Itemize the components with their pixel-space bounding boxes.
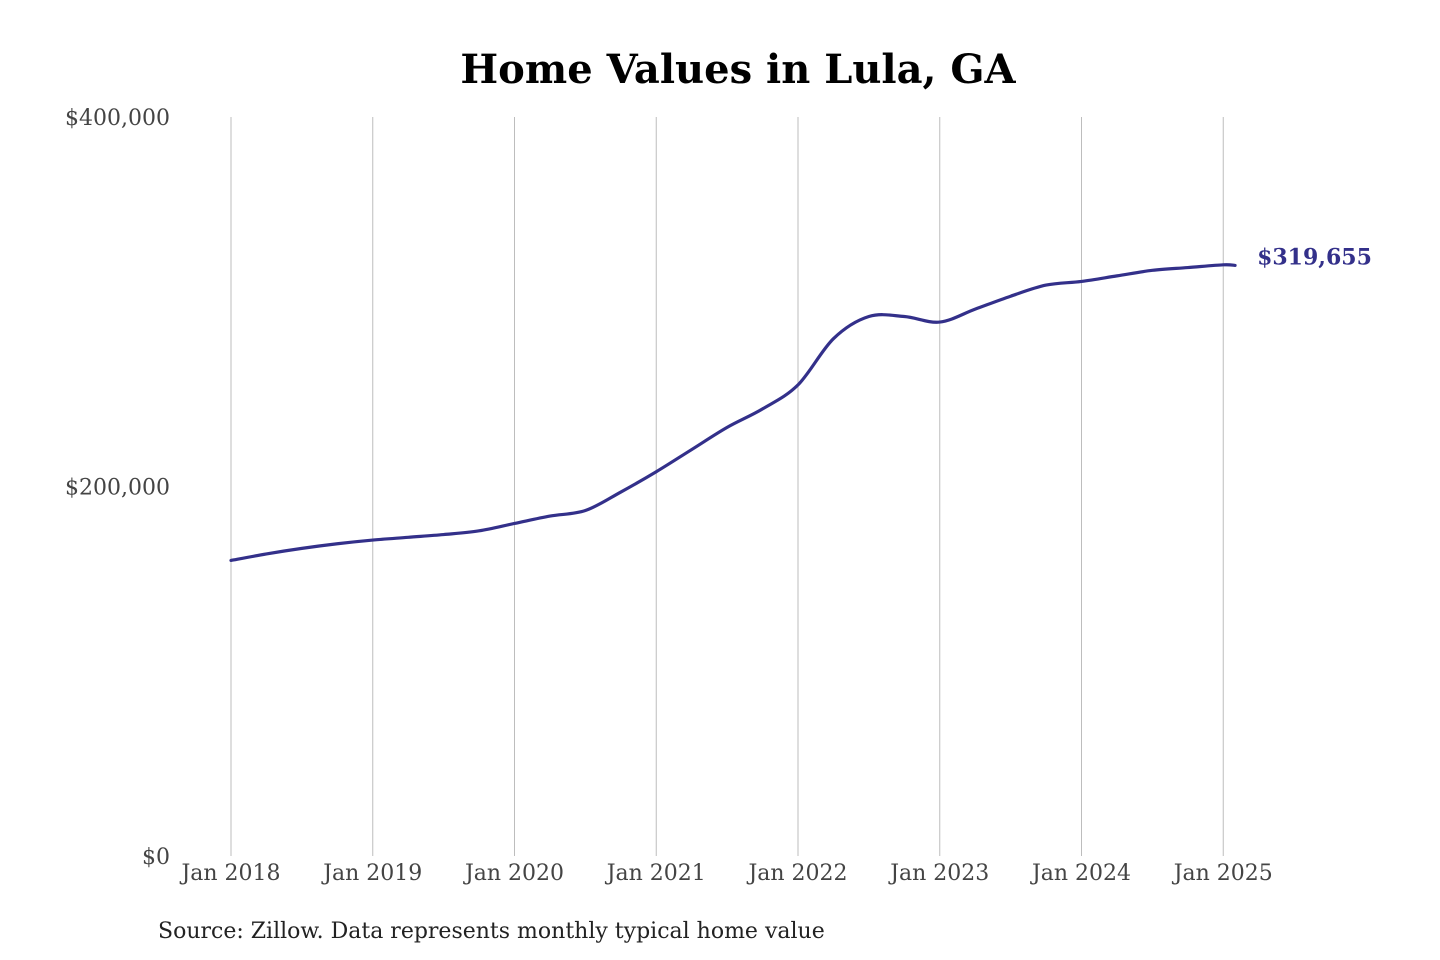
x-tick-label: Jan 2024 [1030,861,1131,886]
grid-lines [230,117,1224,856]
source-note: Source: Zillow. Data represents monthly … [158,919,825,944]
series-line [229,263,1237,562]
chart-title: Home Values in Lula, GA [460,46,1016,93]
y-tick-label: $200,000 [65,476,170,501]
x-tick-label: Jan 2021 [605,861,706,886]
x-tick-label: Jan 2018 [179,861,280,886]
end-value-label: $319,655 [1257,244,1372,270]
y-axis-ticks: $0 $200,000 $400,000 [65,106,170,870]
y-tick-label: $400,000 [65,106,170,131]
x-axis-ticks: Jan 2018 Jan 2019 Jan 2020 Jan 2021 Jan 2022… [179,861,1272,886]
y-tick-label: $0 [142,845,170,870]
x-tick-label: Jan 2023 [888,861,989,886]
x-tick-label: Jan 2022 [746,861,847,886]
x-tick-label: Jan 2025 [1172,861,1273,886]
x-tick-label: Jan 2019 [321,861,422,886]
x-tick-label: Jan 2020 [463,861,564,886]
